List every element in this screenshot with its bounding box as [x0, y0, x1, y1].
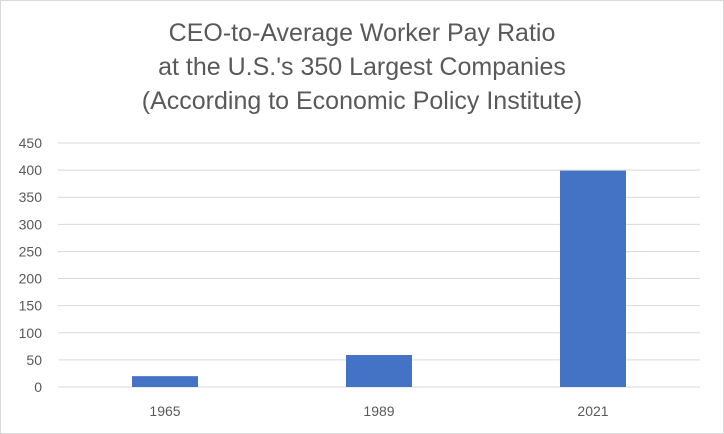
chart-title-line-2: at the U.S.'s 350 Largest Companies	[158, 53, 566, 81]
y-tick-label: 450	[19, 135, 43, 151]
x-tick-label: 2021	[577, 403, 608, 419]
x-tick-label: 1965	[149, 403, 180, 419]
chart-title-line-3: (According to Economic Policy Institute)	[141, 87, 583, 115]
y-tick-label: 50	[26, 352, 42, 368]
chart-title: CEO-to-Average Worker Pay Ratio at the U…	[0, 16, 724, 118]
x-tick-label: 1989	[363, 403, 394, 419]
y-tick-label: 0	[34, 379, 42, 395]
y-tick-label: 400	[19, 162, 43, 178]
y-tick-label: 300	[19, 216, 43, 232]
y-tick-label: 250	[19, 243, 43, 259]
bar	[132, 376, 198, 387]
y-tick-label: 100	[19, 325, 43, 341]
bar	[560, 170, 626, 387]
y-tick-label: 200	[19, 271, 43, 287]
y-tick-label: 350	[19, 189, 43, 205]
bar	[346, 355, 412, 387]
chart-title-line-1: CEO-to-Average Worker Pay Ratio	[168, 19, 556, 47]
y-tick-label: 150	[19, 298, 43, 314]
